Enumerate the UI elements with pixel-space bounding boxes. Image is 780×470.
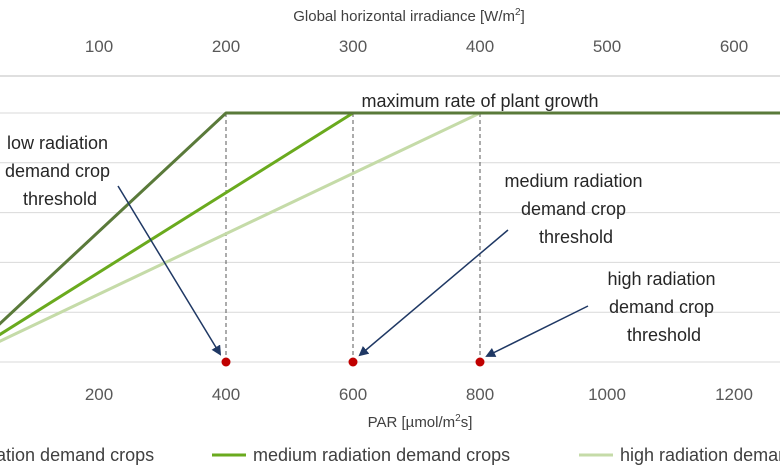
annotation-high-threshold: high radiation demand crop threshold [607,269,720,345]
bottom-tick-label-800: 800 [466,385,494,404]
threshold-point-400 [221,357,231,367]
arrow-low [117,185,222,356]
threshold-dashed-lines [225,113,481,362]
annotation-arrows [117,185,589,357]
top-axis-ticks: 100 200 300 400 500 600 [85,37,748,56]
bottom-tick-label-1000: 1000 [588,385,626,404]
annotation-low-line-2: demand crop [5,161,110,181]
top-axis-title-main: Global horizontal irradiance [W/m [293,8,515,25]
top-tick-label-400: 400 [466,37,494,56]
top-tick-label-200: 200 [212,37,240,56]
annotation-medium-threshold: medium radiation demand crop threshold [504,171,647,247]
top-axis-title: Global horizontal irradiance [W/m2] [293,7,525,25]
bottom-axis-title: PAR [µmol/m2s] [368,413,473,431]
annotation-medium-line-2: demand crop [521,199,626,219]
top-tick-label-500: 500 [593,37,621,56]
legend-label-medium: medium radiation demand crops [253,445,510,465]
series-line-high [0,111,780,343]
annotation-max-growth: maximum rate of plant growth [361,91,598,111]
bottom-axis-title-superscript: 2 [455,413,461,424]
top-axis-title-end: ] [521,8,525,25]
annotation-high-line-3: threshold [627,325,701,345]
top-tick-label-300: 300 [339,37,367,56]
annotation-low-threshold: low radiation demand crop threshold [5,133,115,209]
bottom-tick-label-400: 400 [212,385,240,404]
bottom-tick-label-200: 200 [85,385,113,404]
annotation-medium-line-1: medium radiation [504,171,642,191]
bottom-axis-title-main: PAR [µmol/m [368,414,456,431]
arrow-high [485,305,589,357]
legend-label-low: low radiation demand crops [0,445,154,465]
arrow-medium [358,229,509,357]
top-tick-label-100: 100 [85,37,113,56]
bottom-axis-ticks: 200 400 600 800 1000 1200 [85,385,753,404]
legend: low radiation demand crops medium radiat… [0,445,780,465]
annotation-high-line-2: demand crop [609,297,714,317]
annotation-max-growth-line: maximum rate of plant growth [361,91,598,111]
threshold-points [221,357,485,367]
gridlines [0,112,780,363]
legend-label-high: high radiation demand crops [620,445,780,465]
top-axis-title-superscript: 2 [515,7,521,18]
top-tick-label-600: 600 [720,37,748,56]
bottom-tick-label-1200: 1200 [715,385,753,404]
threshold-point-800 [475,357,485,367]
annotation-low-line-1: low radiation [7,133,108,153]
annotation-medium-line-3: threshold [539,227,613,247]
annotation-low-line-3: threshold [23,189,97,209]
threshold-point-600 [348,357,358,367]
annotation-high-line-1: high radiation [607,269,715,289]
bottom-tick-label-600: 600 [339,385,367,404]
series-line-low [0,111,780,326]
series-lines [0,111,780,343]
bottom-axis-title-end: s] [461,414,473,431]
